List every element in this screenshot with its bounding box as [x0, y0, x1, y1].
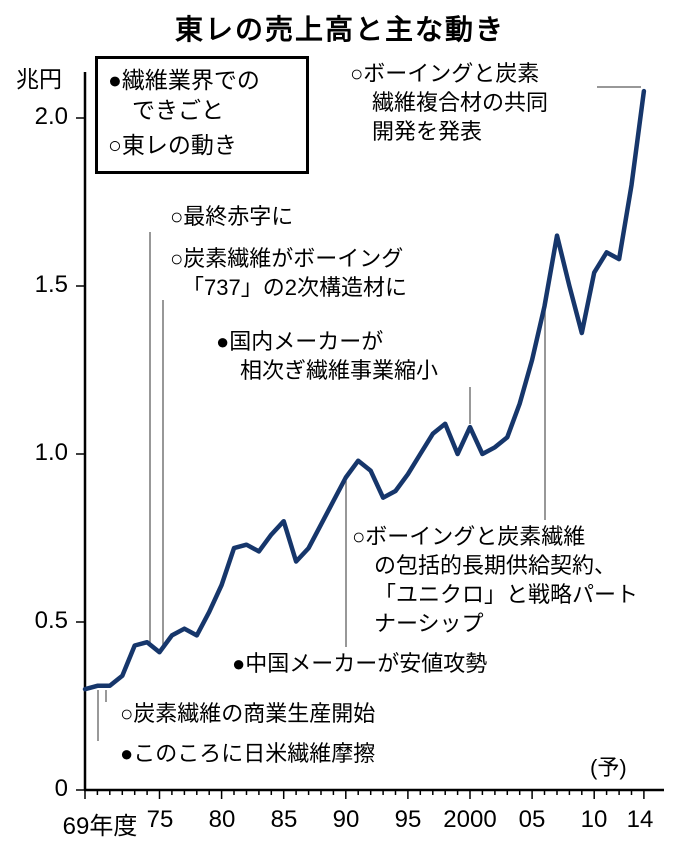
- y-tick-label-1-5: 1.5: [34, 271, 68, 298]
- annotation-line: 「737」の2次構造材に: [182, 275, 407, 300]
- annotation-boeing-supply-uniqlo: ○ボーイングと炭素繊維 の包括的長期供給契約、 「ユニクロ」と戦略パート ナーシ…: [352, 522, 638, 638]
- x-tick-label-2000: 2000: [443, 806, 497, 833]
- annotation-net-loss: ○最終赤字に: [170, 202, 293, 231]
- sales-line-series: [82, 88, 647, 692]
- y-axis-unit-label: 兆円: [16, 66, 62, 92]
- y-tick-label-2-0: 2.0: [34, 103, 68, 130]
- legend-box: ●繊維業界での できごと ○東レの動き: [95, 56, 309, 174]
- annotation-line: ○炭素繊維がボーイング: [170, 246, 404, 271]
- x-tick-label-1990: 90: [332, 806, 360, 833]
- forecast-label: (予): [590, 755, 627, 780]
- legend-item-toray-moves: ○東レの動き: [108, 130, 296, 160]
- legend-item-industry-events: ●繊維業界での できごと: [108, 65, 296, 125]
- annotation-line: 繊維複合材の共同: [372, 90, 549, 115]
- annotation-japan-us-textile-friction: ●このころに日米繊維摩擦: [120, 739, 375, 768]
- x-tick-label-1995: 95: [394, 806, 422, 833]
- chart-title: 東レの売上高と主な動き: [174, 14, 505, 45]
- x-tick-label-1980: 80: [208, 806, 236, 833]
- annotation-pointer-lines: [97, 86, 641, 741]
- legend-line: ●繊維業界での: [108, 67, 260, 93]
- annotation-line: ○ボーイングと炭素繊維: [352, 524, 586, 549]
- annotation-boeing-joint-development: ○ボーイングと炭素 繊維複合材の共同 開発を発表: [350, 59, 548, 146]
- annotation-line: ○ボーイングと炭素: [350, 61, 540, 86]
- annotation-line: ○最終赤字に: [170, 204, 294, 229]
- annotation-line: の包括的長期供給契約、: [374, 553, 617, 578]
- annotation-line: ●中国メーカーが安値攻勢: [232, 651, 488, 676]
- x-tick-label-1969: 69年度: [62, 813, 138, 840]
- annotation-boeing-737-secondary: ○炭素繊維がボーイング 「737」の2次構造材に: [170, 244, 407, 302]
- annotation-line: 「ユニクロ」と戦略パート: [374, 582, 639, 607]
- annotation-line: ナーシップ: [374, 611, 484, 636]
- x-tick-label-1975: 75: [146, 806, 174, 833]
- legend-line: できごと: [132, 97, 224, 123]
- annotation-line: 開発を発表: [372, 119, 483, 144]
- y-tick-label-0: 0: [54, 775, 68, 802]
- axis-ticks: [76, 117, 645, 799]
- annotation-domestic-makers-downsize: ●国内メーカーが 相次ぎ繊維事業縮小: [216, 327, 438, 385]
- annotation-china-makers-low-price: ●中国メーカーが安値攻勢: [232, 649, 487, 678]
- x-tick-label-2005: 05: [518, 806, 546, 833]
- annotation-carbon-fiber-commercial: ○炭素繊維の商業生産開始: [120, 699, 375, 728]
- annotation-line: ●国内メーカーが: [216, 329, 384, 354]
- annotation-line: ●このころに日米繊維摩擦: [120, 741, 376, 766]
- legend-line: ○東レの動き: [108, 132, 237, 158]
- annotation-line: ○炭素繊維の商業生産開始: [120, 701, 376, 726]
- annotation-line: 相次ぎ繊維事業縮小: [240, 358, 439, 383]
- y-tick-label-0-5: 0.5: [34, 607, 68, 634]
- x-tick-label-2010: 10: [580, 806, 608, 833]
- x-tick-label-1985: 85: [270, 806, 298, 833]
- y-tick-label-1-0: 1.0: [34, 439, 68, 466]
- x-tick-label-2014: 14: [626, 806, 654, 833]
